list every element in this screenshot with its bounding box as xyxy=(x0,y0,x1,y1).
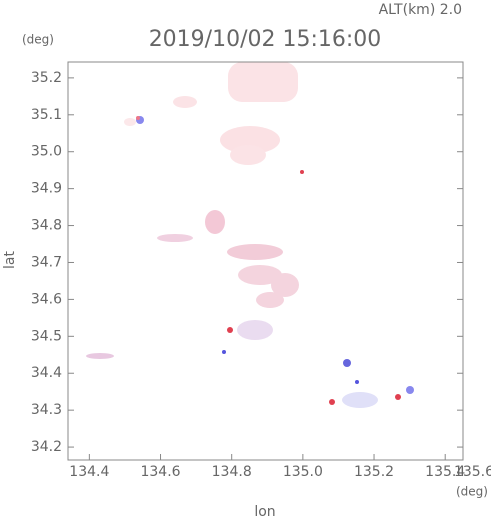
y-tick-label: 34.6 xyxy=(31,291,62,307)
echo-field xyxy=(86,62,414,408)
x-tick-label: 134.8 xyxy=(212,464,252,480)
y-tick-label: 35.2 xyxy=(31,70,62,86)
chart-title: 2019/10/02 15:16:00 xyxy=(149,27,382,52)
y-tick-label: 34.2 xyxy=(31,439,62,455)
y-tick-label: 34.9 xyxy=(31,181,62,197)
x-tick-label: 134.4 xyxy=(69,464,109,480)
x-tick-label: 135.6 xyxy=(454,464,491,480)
plot-frame xyxy=(67,61,464,461)
y-axis-label: lat xyxy=(2,251,18,269)
x-tick-label: 135.4 xyxy=(425,464,465,480)
x-tick-label: 135.0 xyxy=(283,464,323,480)
x-axis-label: lon xyxy=(254,504,275,520)
y-tick-label: 34.5 xyxy=(31,328,62,344)
y-tick-label: 35.0 xyxy=(31,144,62,160)
y-tick-label: 35.1 xyxy=(31,107,62,123)
x-tick-label: 135.2 xyxy=(354,464,394,480)
y-tick-label: 34.4 xyxy=(31,365,62,381)
y-tick-label: 34.7 xyxy=(31,254,62,270)
x-unit: (deg) xyxy=(456,485,488,499)
y-unit: (deg) xyxy=(22,33,54,47)
y-tick-label: 34.3 xyxy=(31,402,62,418)
x-tick-label: 134.6 xyxy=(140,464,180,480)
y-tick-label: 34.8 xyxy=(31,218,62,234)
altitude-label: ALT(km) 2.0 xyxy=(379,2,462,18)
